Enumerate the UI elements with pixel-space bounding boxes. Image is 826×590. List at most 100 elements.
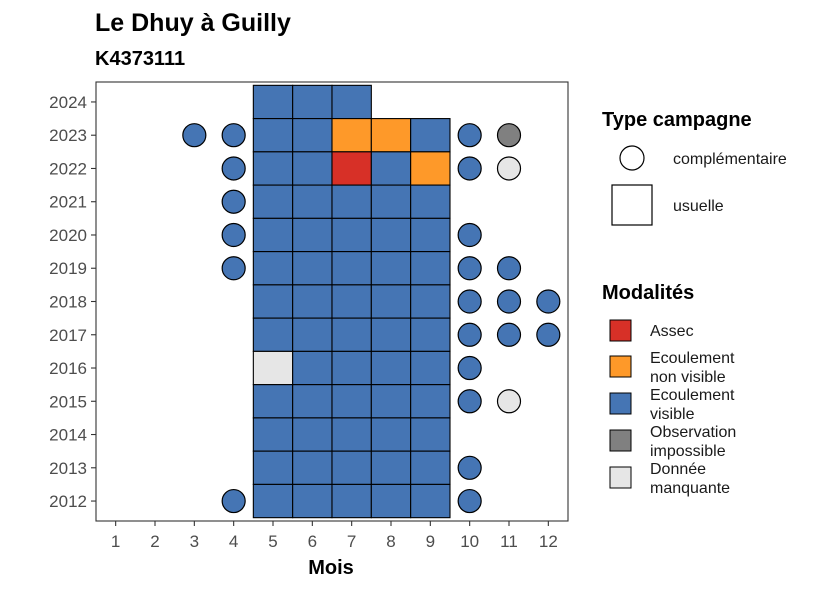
y-tick-label-2012: 2012 [49, 492, 87, 511]
tile-2017-m5 [252, 317, 294, 352]
legend-swatch-assec [609, 319, 632, 342]
tile-2012-m5 [252, 483, 294, 519]
x-tick-label-2: 2 [150, 532, 159, 551]
legend-label-assec: Assec [650, 323, 694, 340]
y-tick-label-2019: 2019 [49, 259, 87, 278]
tile-2022-m6 [292, 151, 333, 186]
tile-2021-m5 [252, 184, 294, 219]
tile-2020-m5 [252, 217, 294, 253]
tile-2022-m7 [331, 151, 372, 186]
x-tick-label-7: 7 [347, 532, 356, 551]
chart-title: Le Dhuy à Guilly [95, 9, 291, 37]
point-2015-m10 [457, 389, 482, 414]
tile-2013-m7 [331, 450, 372, 485]
point-2022-m4 [221, 156, 246, 181]
legend-square-swatch [611, 184, 653, 226]
point-2022-m11 [496, 156, 522, 181]
point-2023-m4 [221, 123, 246, 148]
usuelle-tiles [252, 84, 451, 519]
tile-2015-m5 [252, 384, 294, 419]
tile-2020-m6 [292, 217, 333, 253]
point-2023-m10 [457, 123, 482, 148]
legend-label-ecoulement-visible-1: Ecoulement [650, 387, 735, 404]
tile-2017-m7 [331, 317, 372, 352]
tile-2024-m7 [331, 84, 372, 120]
tile-2019-m5 [252, 251, 294, 286]
y-tick-label-2021: 2021 [49, 193, 87, 212]
tile-2022-m8 [370, 151, 412, 186]
tile-2021-m9 [410, 184, 451, 219]
tile-2019-m7 [331, 251, 372, 286]
y-tick-label-2023: 2023 [49, 126, 87, 145]
point-2018-m10 [457, 289, 482, 314]
tile-2021-m6 [292, 184, 333, 219]
y-tick-label-2018: 2018 [49, 293, 87, 312]
tile-2018-m8 [370, 284, 412, 319]
tile-2021-m7 [331, 184, 372, 219]
tile-2018-m6 [292, 284, 333, 319]
tile-2018-m9 [410, 284, 451, 319]
x-tick-label-9: 9 [426, 532, 435, 551]
y-tick-label-2020: 2020 [49, 226, 87, 245]
tile-2013-m5 [252, 450, 294, 485]
point-2013-m10 [457, 455, 482, 480]
legend-label-usuelle: usuelle [673, 198, 724, 215]
tile-2015-m9 [410, 384, 451, 419]
legend-label-observation-impossible-1: Observation [650, 424, 736, 441]
legend-swatch-donnee-manquante [609, 466, 632, 489]
x-axis-title: Mois [308, 557, 354, 579]
point-2016-m10 [457, 355, 482, 381]
tile-2016-m6 [292, 350, 333, 386]
y-tick-label-2015: 2015 [49, 392, 87, 411]
tile-2023-m5 [252, 118, 294, 153]
tile-2017-m8 [370, 317, 412, 352]
x-axis: 1 2 3 4 5 6 7 8 9 10 11 12 [111, 521, 558, 551]
tile-2014-m5 [252, 417, 294, 452]
tile-2018-m5 [252, 284, 294, 319]
tile-2022-m9 [410, 151, 451, 186]
tile-2020-m8 [370, 217, 412, 253]
tile-2015-m6 [292, 384, 333, 419]
x-tick-label-5: 5 [268, 532, 277, 551]
legend-label-donnee-manquante-1: Donnée [650, 461, 706, 478]
legend-type-campagne-title: Type campagne [602, 109, 752, 131]
tile-2023-m8 [370, 118, 412, 153]
tile-2014-m8 [370, 417, 412, 452]
legend-swatch-observation-impossible [609, 429, 632, 452]
tile-2017-m6 [292, 317, 333, 352]
point-2021-m4 [221, 189, 246, 214]
point-2012-m4 [221, 488, 246, 514]
y-tick-label-2022: 2022 [49, 159, 87, 178]
legend-modalites-title: Modalités [602, 282, 694, 304]
tile-2024-m5 [252, 84, 294, 120]
tile-2012-m6 [292, 483, 333, 519]
tile-2013-m6 [292, 450, 333, 485]
tile-2019-m6 [292, 251, 333, 286]
point-2019-m10 [457, 256, 482, 281]
tile-2020-m9 [410, 217, 451, 253]
x-tick-label-3: 3 [190, 532, 199, 551]
y-axis: 2012 2013 2014 2015 2016 2017 2018 2019 2020 2021… [49, 93, 96, 511]
point-2017-m10 [457, 322, 482, 347]
legend-circle-swatch [619, 145, 645, 171]
tile-2021-m8 [370, 184, 412, 219]
y-tick-label-2014: 2014 [49, 426, 87, 445]
x-tick-label-8: 8 [386, 532, 395, 551]
legend-label-ecoulement-non-visible-1: Ecoulement [650, 350, 735, 367]
tile-2019-m9 [410, 251, 451, 286]
legend-label-ecoulement-non-visible-2: non visible [650, 369, 726, 386]
tile-2012-m9 [410, 483, 451, 519]
point-2012-m10 [457, 488, 482, 514]
tile-2014-m9 [410, 417, 451, 452]
tile-2014-m7 [331, 417, 372, 452]
tile-2013-m9 [410, 450, 451, 485]
legend-label-observation-impossible-2: impossible [650, 443, 726, 460]
tile-2012-m7 [331, 483, 372, 519]
x-tick-label-4: 4 [229, 532, 238, 551]
tile-2018-m7 [331, 284, 372, 319]
legend-swatch-ecoulement-visible [609, 392, 632, 415]
point-2017-m12 [536, 322, 561, 347]
tile-2017-m9 [410, 317, 451, 352]
point-2020-m4 [221, 222, 246, 248]
